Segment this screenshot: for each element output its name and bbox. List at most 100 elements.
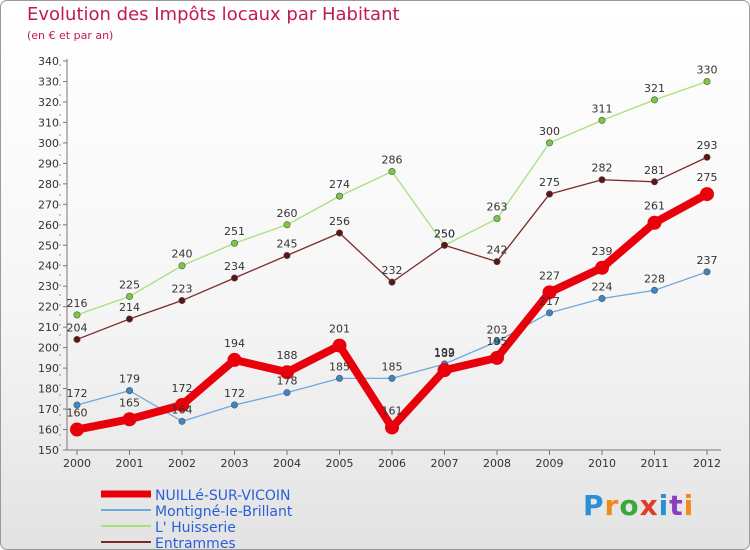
data-point (335, 229, 343, 237)
data-point (490, 350, 504, 365)
x-tick-label: 2006 (378, 457, 406, 470)
data-point (335, 192, 343, 200)
y-tick-label: 170 (38, 403, 59, 416)
data-label: 172 (224, 387, 245, 400)
data-label: 172 (67, 387, 88, 400)
data-label: 185 (329, 360, 350, 373)
data-point (283, 252, 291, 260)
logo-letter: r (604, 489, 620, 522)
y-tick-label: 280 (38, 178, 59, 191)
data-point (231, 274, 239, 282)
data-label: 216 (67, 297, 88, 310)
data-point (126, 292, 134, 300)
data-label: 239 (592, 245, 613, 258)
data-label: 224 (592, 280, 613, 293)
chart-title: Evolution des Impôts locaux par Habitant (27, 4, 400, 25)
data-point (598, 116, 606, 124)
data-label: 330 (697, 63, 718, 76)
x-tick-label: 2002 (168, 457, 196, 470)
data-label: 178 (277, 375, 298, 388)
data-point (545, 190, 553, 198)
x-tick-label: 2012 (693, 457, 721, 470)
y-tick-label: 220 (38, 301, 59, 314)
data-label: 245 (277, 238, 298, 251)
logo-letter: t (669, 489, 684, 522)
data-label: 164 (172, 403, 193, 416)
data-point (493, 258, 501, 266)
logo-letter: x (639, 489, 659, 522)
data-point (178, 417, 186, 425)
data-label: 250 (434, 227, 455, 240)
data-point (437, 363, 452, 378)
data-point (703, 153, 711, 161)
y-tick-label: 200 (38, 342, 59, 355)
data-point (126, 315, 134, 323)
data-point (385, 420, 399, 435)
data-point (388, 168, 396, 176)
data-label: 237 (697, 254, 718, 267)
x-tick-label: 2009 (536, 457, 564, 470)
data-point (178, 297, 186, 305)
data-label: 275 (539, 176, 560, 189)
data-point (231, 239, 239, 247)
data-point (650, 178, 658, 186)
data-label: 195 (487, 335, 508, 348)
data-label: 165 (119, 396, 140, 409)
y-tick-label: 270 (38, 198, 59, 211)
data-point (650, 96, 658, 104)
data-point (647, 215, 662, 230)
data-label: 242 (487, 244, 508, 257)
legend-label: NUILLé-SUR-VICOIN (155, 488, 291, 504)
data-point (700, 187, 714, 202)
y-tick-label: 240 (38, 260, 59, 273)
logo-letter: i (683, 489, 695, 522)
data-label: 275 (697, 171, 718, 184)
x-tick-label: 2004 (273, 457, 301, 470)
data-point (283, 221, 291, 229)
legend-label: Montigné-le-Brillant (155, 504, 293, 520)
x-tick-label: 2000 (63, 457, 91, 470)
data-point (280, 365, 294, 380)
data-label: 263 (487, 201, 508, 214)
y-tick-label: 250 (38, 239, 59, 252)
data-point (175, 397, 189, 412)
proxiti-logo: Proxiti (583, 489, 694, 522)
data-point (231, 401, 239, 409)
data-point (388, 374, 396, 382)
data-label: 214 (119, 301, 140, 314)
y-tick-label: 230 (38, 280, 59, 293)
y-tick-label: 330 (38, 75, 59, 88)
y-tick-label: 210 (38, 321, 59, 334)
y-tick-label: 150 (38, 444, 59, 457)
logo-letter: i (658, 489, 670, 522)
data-point (440, 241, 448, 249)
data-label: 223 (172, 283, 193, 296)
data-point (126, 387, 134, 395)
data-label: 172 (172, 382, 193, 395)
data-label: 300 (539, 125, 560, 138)
y-tick-label: 300 (38, 137, 59, 150)
data-label: 160 (67, 407, 88, 420)
data-label: 189 (434, 347, 455, 360)
data-point (598, 294, 606, 302)
data-label: 321 (644, 82, 665, 95)
data-label: 260 (277, 207, 298, 220)
data-point (73, 401, 81, 409)
data-point (388, 278, 396, 286)
data-label: 282 (592, 162, 613, 175)
x-tick-label: 2008 (483, 457, 511, 470)
data-label: 251 (224, 225, 245, 238)
y-tick-label: 160 (38, 424, 59, 437)
data-label: 281 (644, 164, 665, 177)
data-point (70, 422, 84, 437)
data-label: 232 (382, 264, 403, 277)
data-label: 192 (434, 346, 455, 359)
data-label: 185 (382, 360, 403, 373)
logo-letter: P (583, 489, 605, 522)
legend-label: Entrammes (155, 536, 236, 550)
data-label: 293 (697, 139, 718, 152)
data-label: 286 (382, 154, 403, 167)
data-label: 311 (592, 102, 613, 115)
